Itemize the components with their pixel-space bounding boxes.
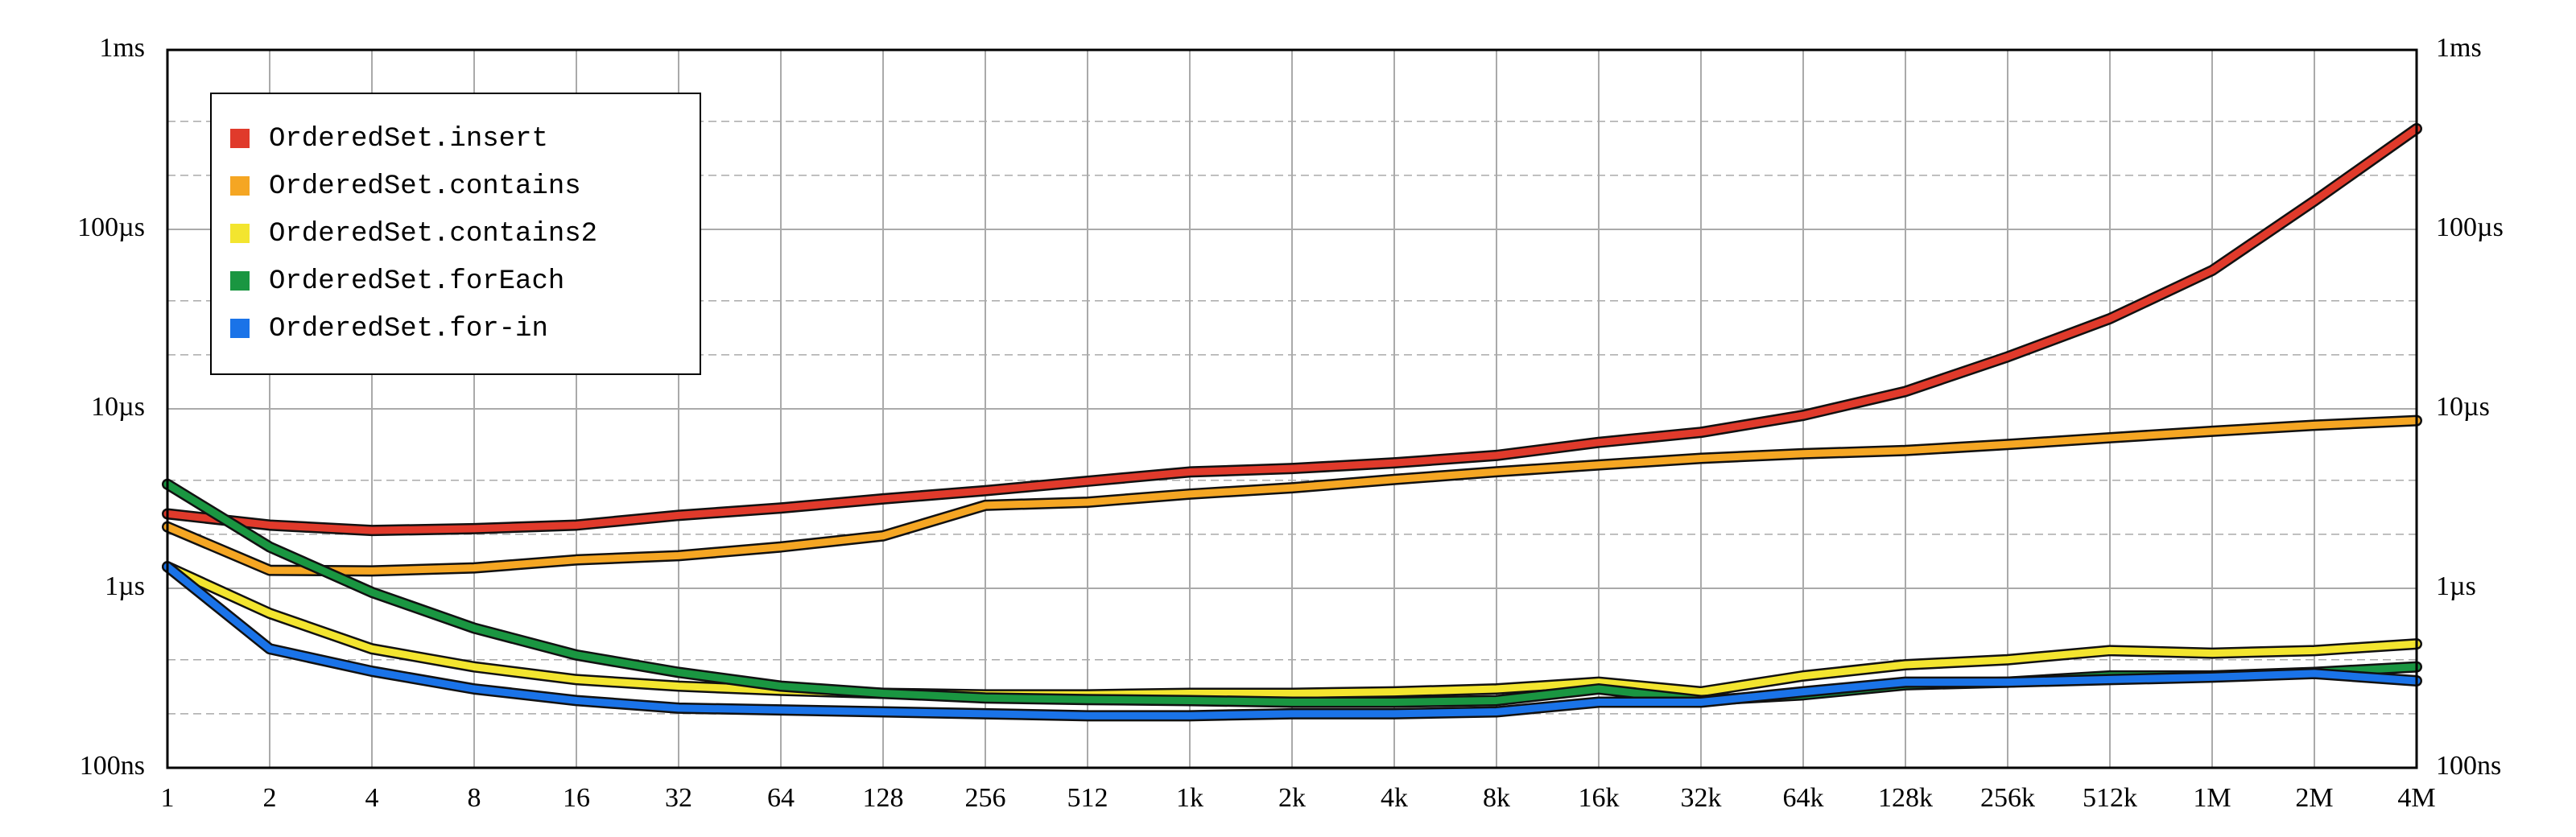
- legend-label: OrderedSet.contains2: [269, 219, 597, 249]
- x-tick-label: 128k: [1878, 783, 1933, 813]
- x-tick-label: 16k: [1579, 783, 1620, 813]
- legend-swatch: [230, 271, 250, 291]
- legend-label: OrderedSet.for-in: [269, 314, 548, 344]
- x-tick-label: 2: [263, 783, 277, 813]
- plot-frame: [166, 48, 2418, 769]
- x-tick-label: 256: [965, 783, 1006, 813]
- y-tick-label: 100ns: [80, 751, 145, 781]
- y-tick-label: 1µs: [105, 571, 145, 601]
- tick-labels: 100ns 100ns 1µs 1µs 10µs 10µs 100µs 100µs 1ms 1ms…: [77, 33, 2504, 813]
- x-tick-label: 1M: [2193, 783, 2231, 813]
- x-tick-label: 4: [365, 783, 379, 813]
- y-tick-label: 100µs: [77, 212, 145, 242]
- legend-swatch: [230, 176, 250, 196]
- series-line: [163, 417, 2421, 575]
- legend-swatch: [230, 129, 250, 148]
- y2-tick-label: 1µs: [2436, 571, 2476, 601]
- x-tick-label: 16: [563, 783, 590, 813]
- x-tick-label: 64: [767, 783, 795, 813]
- legend-swatch: [230, 319, 250, 338]
- x-tick-label: 8: [468, 783, 481, 813]
- y2-tick-label: 100ns: [2436, 751, 2501, 781]
- x-tick-label: 2M: [2295, 783, 2333, 813]
- x-tick-label: 4M: [2397, 783, 2435, 813]
- x-tick-label: 1: [161, 783, 175, 813]
- x-tick-label: 32: [665, 783, 692, 813]
- y2-tick-label: 100µs: [2436, 212, 2504, 242]
- y-tick-label: 1ms: [99, 33, 145, 63]
- legend-label: OrderedSet.forEach: [269, 266, 564, 297]
- series-line: [163, 563, 2421, 699]
- legend-label: OrderedSet.contains: [269, 171, 581, 202]
- x-tick-label: 8k: [1483, 783, 1510, 813]
- x-tick-label: 512k: [2083, 783, 2137, 813]
- x-tick-label: 256k: [1980, 783, 2035, 813]
- x-tick-label: 128: [863, 783, 904, 813]
- series-line: [163, 125, 2421, 534]
- x-tick-label: 4k: [1381, 783, 1408, 813]
- y2-tick-label: 1ms: [2436, 33, 2482, 63]
- series-line: [163, 563, 2421, 719]
- legend-label: OrderedSet.insert: [269, 124, 548, 155]
- x-tick-label: 32k: [1681, 783, 1722, 813]
- legend-box: [210, 93, 701, 375]
- x-tick-label: 64k: [1783, 783, 1824, 813]
- legend: OrderedSet.insert OrderedSet.contains Orde…: [210, 93, 701, 375]
- x-tick-label: 512: [1067, 783, 1108, 813]
- x-tick-label: 2k: [1278, 783, 1306, 813]
- y-tick-label: 10µs: [91, 392, 145, 422]
- x-tick-label: 1k: [1176, 783, 1203, 813]
- y2-tick-label: 10µs: [2436, 392, 2490, 422]
- legend-swatch: [230, 224, 250, 243]
- plot-lines: [162, 122, 2422, 722]
